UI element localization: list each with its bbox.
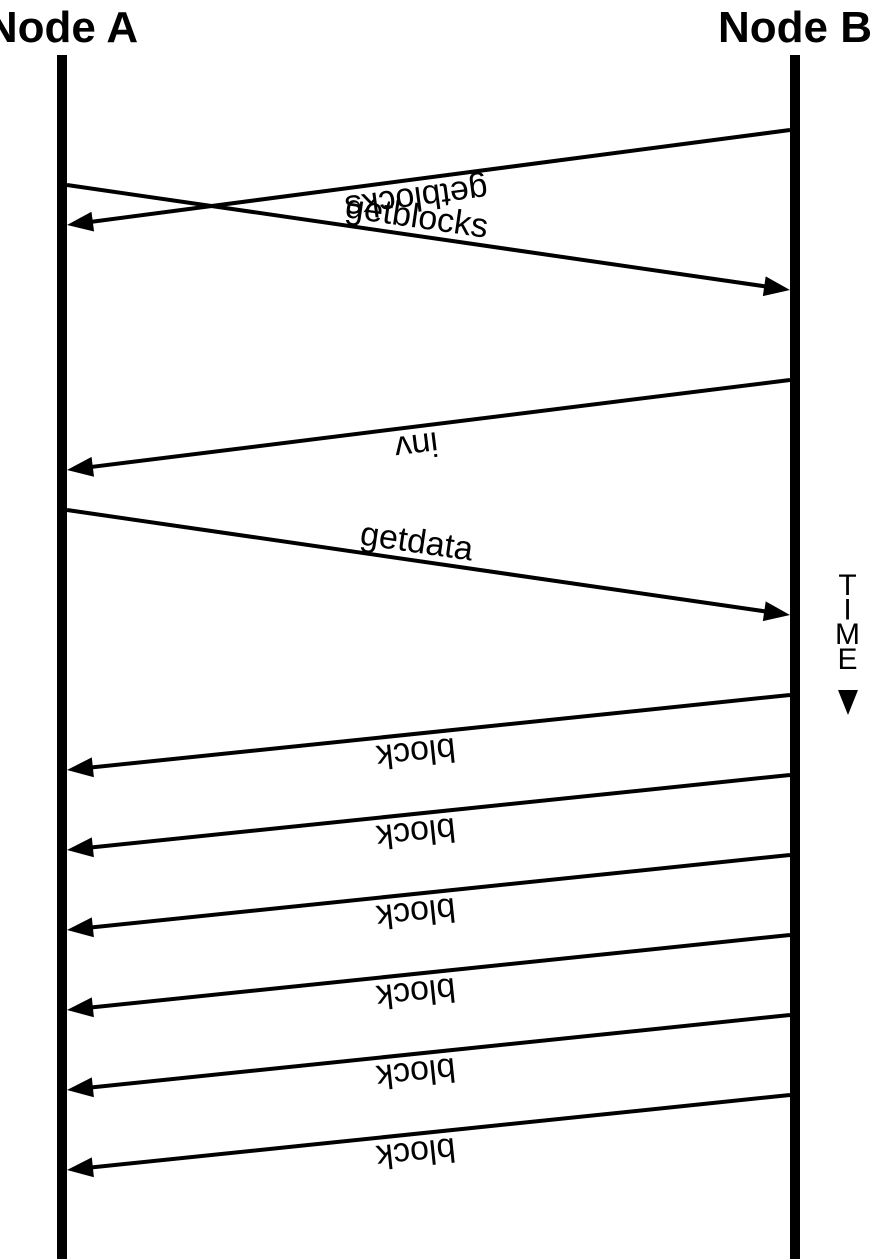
node-b-label: Node B [718,3,872,52]
message-getblocks-1: getblocks [67,185,790,296]
message-getdata-3: getdata [67,510,790,621]
message-block-8: block [67,1015,790,1097]
sequence-diagram: Node ANode Bgetblocksgetblocksinvgetdata… [0,0,872,1259]
time-axis-label: E [837,643,858,676]
message-block-4: block [67,695,790,777]
message-label-2: inv [392,424,440,467]
message-label-3: getdata [358,515,476,569]
message-block-7: block [67,935,790,1017]
lifeline-b [790,55,800,1259]
time-axis-arrow [838,690,858,715]
message-block-5: block [67,775,790,857]
message-block-9: block [67,1095,790,1177]
node-a-label: Node A [0,3,138,52]
lifeline-a [57,55,67,1259]
message-inv-2: inv [67,380,790,477]
message-block-6: block [67,855,790,937]
